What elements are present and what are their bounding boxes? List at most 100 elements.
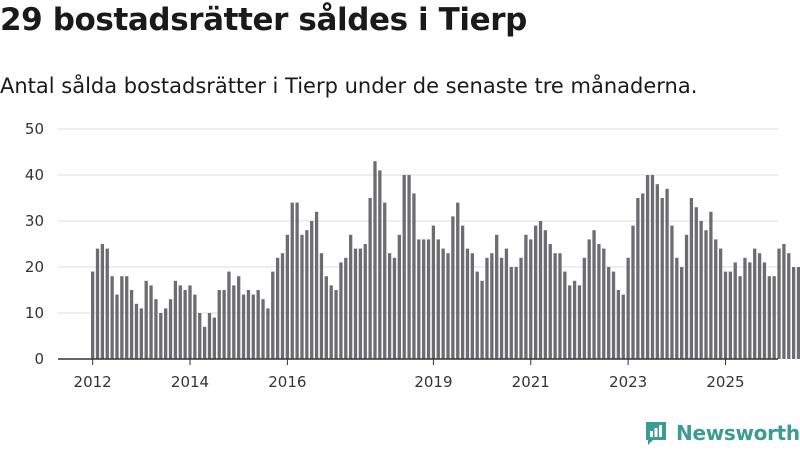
- bar: [787, 253, 791, 359]
- chart-subtitle: Antal sålda bostadsrätter i Tierp under …: [0, 74, 698, 98]
- bar: [519, 257, 523, 359]
- bar: [183, 290, 187, 359]
- bar: [207, 313, 212, 359]
- bar: [762, 262, 767, 359]
- bar: [665, 188, 669, 359]
- x-tick-label: 2014: [171, 373, 209, 391]
- bar: [757, 253, 762, 359]
- bar: [753, 248, 757, 359]
- bar: [353, 248, 358, 359]
- bar: [456, 202, 460, 359]
- bar: [538, 221, 543, 359]
- bar: [412, 193, 416, 359]
- bar: [641, 193, 645, 359]
- x-tick-label: 2025: [706, 373, 744, 391]
- x-tick-label: 2023: [609, 373, 647, 391]
- bar: [597, 244, 601, 359]
- bar: [314, 211, 319, 359]
- bar: [266, 308, 270, 359]
- bar: [139, 308, 143, 359]
- bar: [378, 170, 382, 359]
- bar: [704, 230, 708, 359]
- bar: [290, 202, 294, 359]
- bar: [791, 267, 796, 359]
- bar: [694, 207, 698, 359]
- bar: [212, 317, 216, 359]
- brand-logo: Newsworthy: [644, 420, 800, 446]
- bar: [782, 244, 786, 359]
- bar: [772, 276, 776, 359]
- bar: [422, 239, 426, 359]
- bar: [524, 234, 528, 359]
- bar: [358, 248, 363, 359]
- bar: [441, 248, 445, 359]
- bar: [670, 225, 674, 359]
- bar: [402, 175, 406, 359]
- bar: [684, 234, 689, 359]
- y-tick-label: 50: [25, 120, 44, 138]
- bar: [261, 299, 265, 359]
- bar: [460, 225, 465, 359]
- bar: [417, 239, 421, 359]
- bar: [611, 271, 616, 359]
- bar: [134, 303, 139, 359]
- bar: [514, 267, 518, 359]
- bar: [387, 253, 392, 359]
- bar: [485, 257, 489, 359]
- bar: [202, 326, 207, 359]
- chart-title: 29 bostadsrätter såldes i Tierp: [0, 2, 527, 38]
- bar: [373, 161, 377, 359]
- x-tick-label: 2016: [268, 373, 306, 391]
- bar: [120, 276, 124, 359]
- bar: [397, 234, 401, 359]
- bar: [125, 276, 129, 359]
- bar: [241, 294, 246, 359]
- bar-chart: 0102030405020122014201620192021202320252…: [25, 120, 800, 391]
- bar: [504, 248, 509, 359]
- bar: [645, 175, 650, 359]
- bar: [310, 221, 314, 359]
- bar: [159, 313, 163, 359]
- y-tick-label: 30: [25, 212, 44, 230]
- bar: [91, 271, 95, 359]
- bar: [246, 290, 251, 359]
- bar: [324, 276, 328, 359]
- newsworthy-logo-icon: [646, 422, 666, 445]
- bar: [198, 313, 202, 359]
- bar: [582, 257, 586, 359]
- bar: [217, 290, 221, 359]
- bar: [329, 285, 333, 359]
- bar: [626, 257, 630, 359]
- bar: [587, 239, 591, 359]
- bar: [451, 216, 455, 359]
- x-tick-label: 2021: [512, 373, 550, 391]
- bar: [563, 271, 567, 359]
- bar: [334, 290, 338, 359]
- y-tick-label: 0: [34, 350, 44, 368]
- bar: [344, 257, 348, 359]
- brand-name: Newsworthy: [676, 421, 800, 445]
- bar: [227, 271, 231, 359]
- bar: [543, 230, 548, 359]
- bar: [285, 234, 290, 359]
- bar: [237, 276, 241, 359]
- bar: [767, 276, 771, 359]
- bar: [256, 290, 260, 359]
- bar: [383, 202, 387, 359]
- bar: [178, 285, 182, 359]
- bar: [446, 253, 450, 359]
- bar: [349, 234, 353, 359]
- bar: [193, 294, 197, 359]
- bar: [748, 262, 752, 359]
- bar: [149, 285, 153, 359]
- bar: [723, 271, 728, 359]
- bar: [232, 285, 236, 359]
- bar: [655, 184, 659, 359]
- bar: [709, 211, 713, 359]
- bar: [129, 290, 134, 359]
- bar: [675, 257, 679, 359]
- bar: [796, 267, 800, 359]
- bar: [631, 225, 635, 359]
- bar: [392, 257, 397, 359]
- bar: [495, 234, 499, 359]
